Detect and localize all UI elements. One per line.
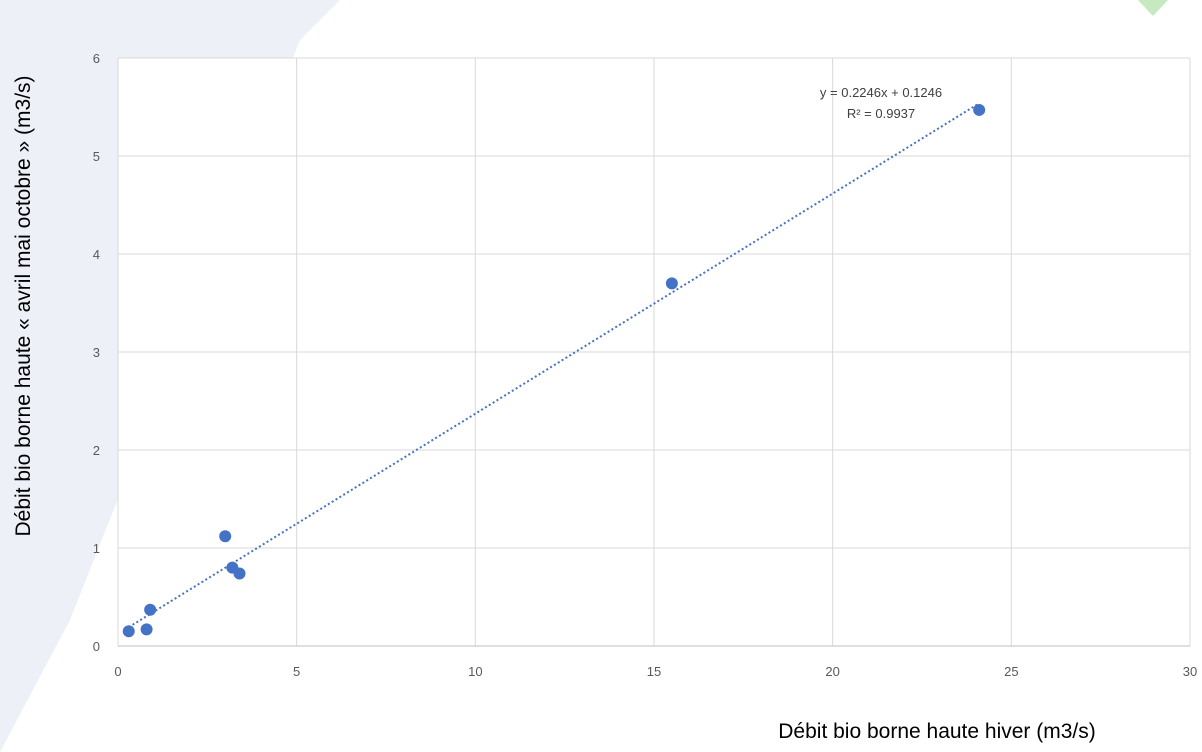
y-axis-title: Débit bio borne haute « avril mai octobr… [12, 75, 35, 536]
y-tick-labels: 0 1 2 3 4 5 6 [93, 51, 100, 654]
x-tick-label: 25 [1004, 664, 1018, 679]
data-point [140, 623, 153, 636]
data-points [122, 103, 986, 638]
y-tick-label: 4 [93, 247, 100, 262]
y-tick-label: 0 [93, 639, 100, 654]
data-point [144, 603, 157, 616]
y-tick-label: 5 [93, 149, 100, 164]
x-tick-label: 10 [468, 664, 482, 679]
x-tick-label: 15 [647, 664, 661, 679]
data-point [973, 103, 986, 116]
background-accent-shape [1138, 0, 1168, 16]
x-tick-label: 20 [825, 664, 839, 679]
x-tick-label: 5 [293, 664, 300, 679]
x-tick-label: 0 [114, 664, 121, 679]
data-point [122, 625, 135, 638]
background-decor-shape [0, 0, 340, 752]
trendline-equation: y = 0.2246x + 0.1246 [820, 85, 942, 100]
data-point [233, 567, 246, 580]
y-tick-label: 2 [93, 443, 100, 458]
y-tick-label: 6 [93, 51, 100, 66]
x-tick-labels: 0 5 10 15 20 25 30 [114, 664, 1197, 679]
data-point [219, 530, 232, 543]
x-tick-label: 30 [1183, 664, 1197, 679]
y-tick-label: 1 [93, 541, 100, 556]
trendline-r-squared: R² = 0.9937 [847, 106, 915, 121]
data-point [665, 277, 678, 290]
y-tick-label: 3 [93, 345, 100, 360]
x-axis-title: Débit bio borne haute hiver (m3/s) [778, 720, 1096, 743]
